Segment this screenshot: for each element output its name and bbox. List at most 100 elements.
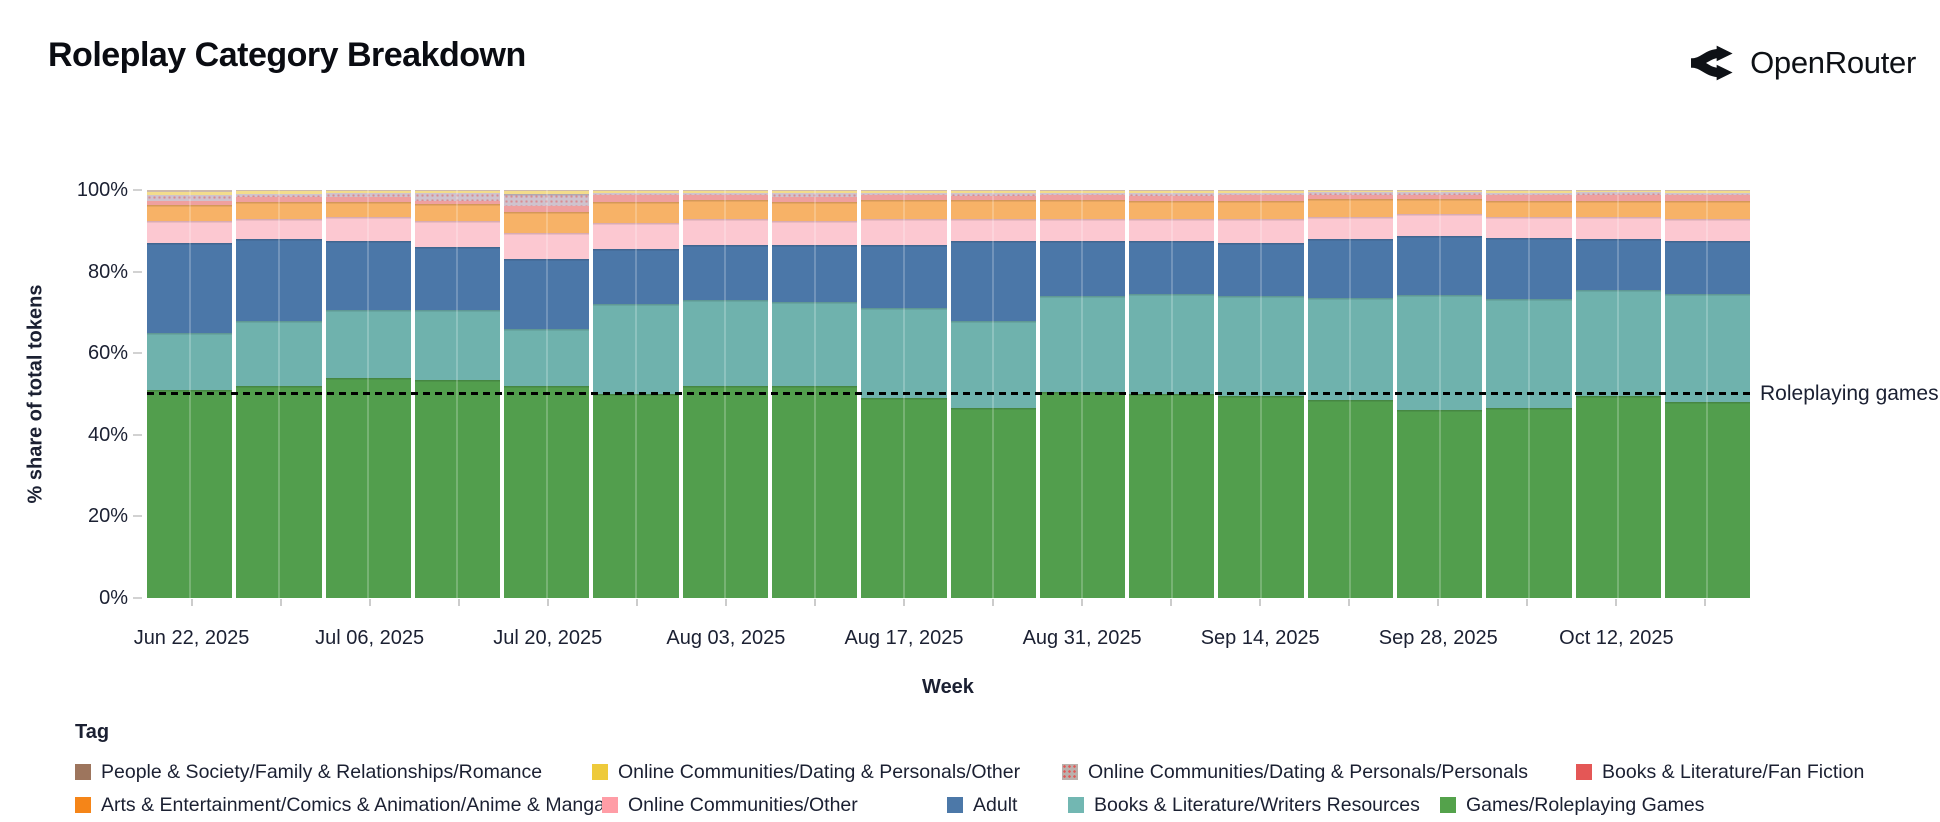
dating-personals-other-segment <box>236 191 322 195</box>
fan-fiction-segment <box>1575 195 1661 202</box>
writers-resources-segment <box>504 328 590 386</box>
legend-item-anime-manga[interactable]: Arts & Entertainment/Comics & Animation/… <box>75 793 605 817</box>
fan-fiction-segment <box>861 195 947 201</box>
anime-manga-segment <box>682 200 768 219</box>
writers-resources-segment <box>1039 296 1126 392</box>
openrouter-fork-icon <box>1691 40 1737 86</box>
roleplaying-games-segment <box>861 398 947 598</box>
fan-fiction-segment <box>1486 194 1572 202</box>
anime-manga-segment <box>1664 201 1751 220</box>
legend-label-romance: People & Society/Family & Relationships/… <box>101 760 543 783</box>
legend-item-fan-fiction[interactable]: Books & Literature/Fan Fiction <box>1576 760 1864 784</box>
x-axis-tick-mark <box>1081 599 1084 606</box>
roleplaying-games-segment <box>1129 394 1215 598</box>
fan-fiction-segment <box>1039 195 1126 201</box>
writers-resources-segment <box>1307 298 1393 401</box>
y-axis-tick-label: 100% <box>76 179 128 201</box>
adult-segment <box>325 241 411 311</box>
stacked-bar-week-15 <box>1396 190 1483 598</box>
anime-manga-segment <box>325 202 411 217</box>
plot-area <box>147 190 1751 598</box>
dating-personals-other-segment <box>861 191 947 193</box>
legend-item-dating-personals-personals[interactable]: Online Communities/Dating & Personals/Pe… <box>1062 760 1528 784</box>
x-axis-tick-mark <box>992 599 995 606</box>
legend-item-adult[interactable]: Adult <box>947 793 1017 817</box>
writers-resources-segment <box>593 304 679 394</box>
legend-swatch-online-communities-other <box>602 797 618 813</box>
anime-manga-segment <box>147 205 233 221</box>
anime-manga-segment <box>1396 199 1483 215</box>
x-axis-tick-label: Sep 14, 2025 <box>1200 627 1320 649</box>
anime-manga-segment <box>1307 199 1393 217</box>
dating-personals-personals-segment <box>950 192 1036 196</box>
y-axis-tick-label: 80% <box>87 260 128 283</box>
adult-segment <box>147 243 233 333</box>
x-axis-tick-mark <box>635 599 638 606</box>
y-axis-tick-label: 0% <box>99 587 128 609</box>
legend-item-romance[interactable]: People & Society/Family & Relationships/… <box>75 760 542 784</box>
online-communities-other-segment <box>1039 218 1126 242</box>
fan-fiction-segment <box>414 201 501 205</box>
legend-item-roleplaying-games[interactable]: Games/Roleplaying Games <box>1440 793 1704 817</box>
adult-segment <box>682 245 768 301</box>
anime-manga-segment <box>1218 201 1304 219</box>
legend-title: Tag <box>75 721 110 743</box>
fan-fiction-segment <box>325 196 411 203</box>
romance-segment <box>771 190 858 192</box>
online-communities-other-segment <box>325 216 411 242</box>
dating-personals-other-segment <box>1039 191 1126 193</box>
adult-segment <box>950 241 1036 321</box>
x-axis-tick-mark <box>1348 599 1351 606</box>
online-communities-other-segment <box>1129 218 1215 242</box>
online-communities-other-segment <box>414 220 501 248</box>
fan-fiction-segment <box>950 195 1036 201</box>
anime-manga-segment <box>1486 201 1572 218</box>
romance-segment <box>1396 190 1483 191</box>
romance-segment <box>1664 190 1751 191</box>
stacked-bar-week-14 <box>1307 190 1393 598</box>
legend-label-dating-personals-other: Online Communities/Dating & Personals/Ot… <box>618 760 1021 783</box>
romance-segment <box>950 190 1036 192</box>
stacked-bar-week-1 <box>147 190 233 598</box>
fan-fiction-segment <box>504 206 590 213</box>
x-axis-tick-label: Oct 12, 2025 <box>1559 627 1674 649</box>
legend-swatch-roleplaying-games <box>1440 797 1456 813</box>
adult-segment <box>1575 238 1661 290</box>
stacked-bar-week-5 <box>504 190 590 598</box>
legend-label-roleplaying-games: Games/Roleplaying Games <box>1466 793 1705 816</box>
anime-manga-segment <box>1129 201 1215 219</box>
legend-item-dating-personals-other[interactable]: Online Communities/Dating & Personals/Ot… <box>592 760 1020 784</box>
x-axis-tick-label: Jul 20, 2025 <box>493 627 603 649</box>
dating-personals-personals-segment <box>771 193 858 197</box>
legend-swatch-dating-personals-personals <box>1062 764 1078 780</box>
page-title: Roleplay Category Breakdown <box>48 36 526 74</box>
adult-segment <box>1307 238 1393 299</box>
legend-label-anime-manga: Arts & Entertainment/Comics & Animation/… <box>101 793 605 816</box>
y-axis-tick-mark <box>133 515 142 518</box>
adult-segment <box>236 238 322 321</box>
dating-personals-personals-segment <box>414 192 501 202</box>
romance-segment <box>861 190 947 192</box>
y-axis-title: % share of total tokens <box>24 284 47 504</box>
x-axis-tick-mark <box>546 599 549 606</box>
y-axis-tick-mark <box>133 270 142 273</box>
romance-segment <box>1218 190 1304 192</box>
x-axis-tick-mark <box>902 599 905 606</box>
online-communities-other-segment <box>1307 216 1393 239</box>
roleplaying-games-segment <box>1396 410 1483 598</box>
roleplaying-games-segment <box>325 377 411 598</box>
roleplaying-games-segment <box>414 379 501 598</box>
x-axis-tick-label: Jul 06, 2025 <box>315 627 425 649</box>
dating-personals-personals-segment <box>593 192 679 195</box>
fan-fiction-segment <box>1664 195 1751 202</box>
x-axis-tick-label: Aug 17, 2025 <box>844 627 964 649</box>
dating-personals-other-segment <box>504 190 590 195</box>
legend-item-online-communities-other[interactable]: Online Communities/Other <box>602 793 858 817</box>
online-communities-other-segment <box>147 220 233 244</box>
romance-segment <box>414 190 501 192</box>
roleplaying-games-segment <box>771 385 858 598</box>
writers-resources-segment <box>682 300 768 386</box>
legend-item-writers-resources[interactable]: Books & Literature/Writers Resources <box>1068 793 1420 817</box>
stacked-bar-week-8 <box>771 190 858 598</box>
